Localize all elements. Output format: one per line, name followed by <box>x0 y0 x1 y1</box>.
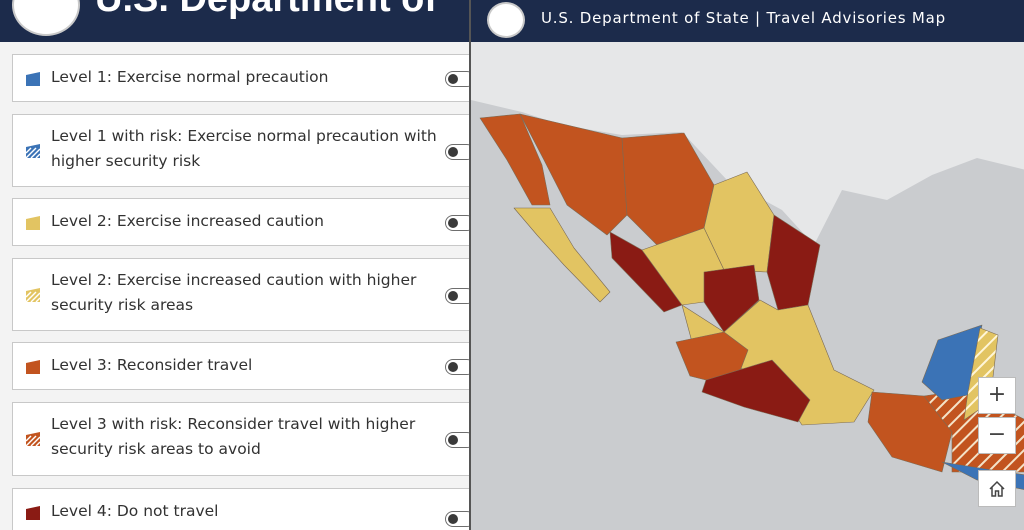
legend-item: Level 1: Exercise normal precaution <box>12 54 469 102</box>
zoom-out-button[interactable]: − <box>978 417 1016 454</box>
legend-swatch <box>26 216 40 230</box>
legend-item: Level 4: Do not travel <box>12 488 469 530</box>
legend-label: Level 2: Exercise increased caution with… <box>51 271 417 314</box>
legend-label: Level 1 with risk: Exercise normal preca… <box>51 127 437 170</box>
legend-panel: U.S. Department of Level 1: Exercise nor… <box>0 0 469 530</box>
legend-swatch <box>25 144 41 159</box>
layer-toggle[interactable] <box>445 143 469 160</box>
legend-label: Level 3 with risk: Reconsider travel wit… <box>51 415 416 458</box>
panel-header: U.S. Department of <box>0 0 469 42</box>
map-header: U.S. Department of State | Travel Adviso… <box>471 0 1024 42</box>
layer-toggle[interactable] <box>445 511 469 527</box>
legend-label: Level 3: Reconsider travel <box>51 356 253 374</box>
layer-toggle[interactable] <box>445 432 469 448</box>
legend-item: Level 3: Reconsider travel <box>12 342 469 390</box>
layer-toggle[interactable] <box>445 71 469 87</box>
legend-label: Level 1: Exercise normal precaution <box>51 68 329 86</box>
seal <box>487 2 525 38</box>
legend-item: Level 3 with risk: Reconsider travel wit… <box>12 402 469 476</box>
map-canvas[interactable] <box>471 0 1024 530</box>
legend-label: Level 4: Do not travel <box>51 502 219 520</box>
seal <box>12 0 80 36</box>
home-icon <box>989 480 1005 497</box>
legend-swatch <box>26 72 40 86</box>
legend-swatch <box>25 288 41 303</box>
map-layer <box>471 42 1024 530</box>
map-title: U.S. Department of State | Travel Adviso… <box>541 9 946 27</box>
legend-swatch <box>26 360 40 374</box>
map-panel: U.S. Department of State | Travel Adviso… <box>469 0 1024 530</box>
panel-title: U.S. Department of <box>95 0 437 21</box>
legend-item: Level 1 with risk: Exercise normal preca… <box>12 114 469 187</box>
legend-item: Level 2: Exercise increased caution with… <box>12 258 469 331</box>
layer-toggle[interactable] <box>445 359 469 375</box>
home-button[interactable] <box>978 470 1016 507</box>
legend-item: Level 2: Exercise increased caution <box>12 198 469 246</box>
layer-toggle[interactable] <box>445 287 469 304</box>
legend-swatch <box>25 432 41 447</box>
zoom-in-button[interactable]: + <box>978 377 1016 414</box>
layer-toggle[interactable] <box>445 215 469 231</box>
legend-label: Level 2: Exercise increased caution <box>51 212 324 230</box>
legend-swatch <box>26 506 40 520</box>
